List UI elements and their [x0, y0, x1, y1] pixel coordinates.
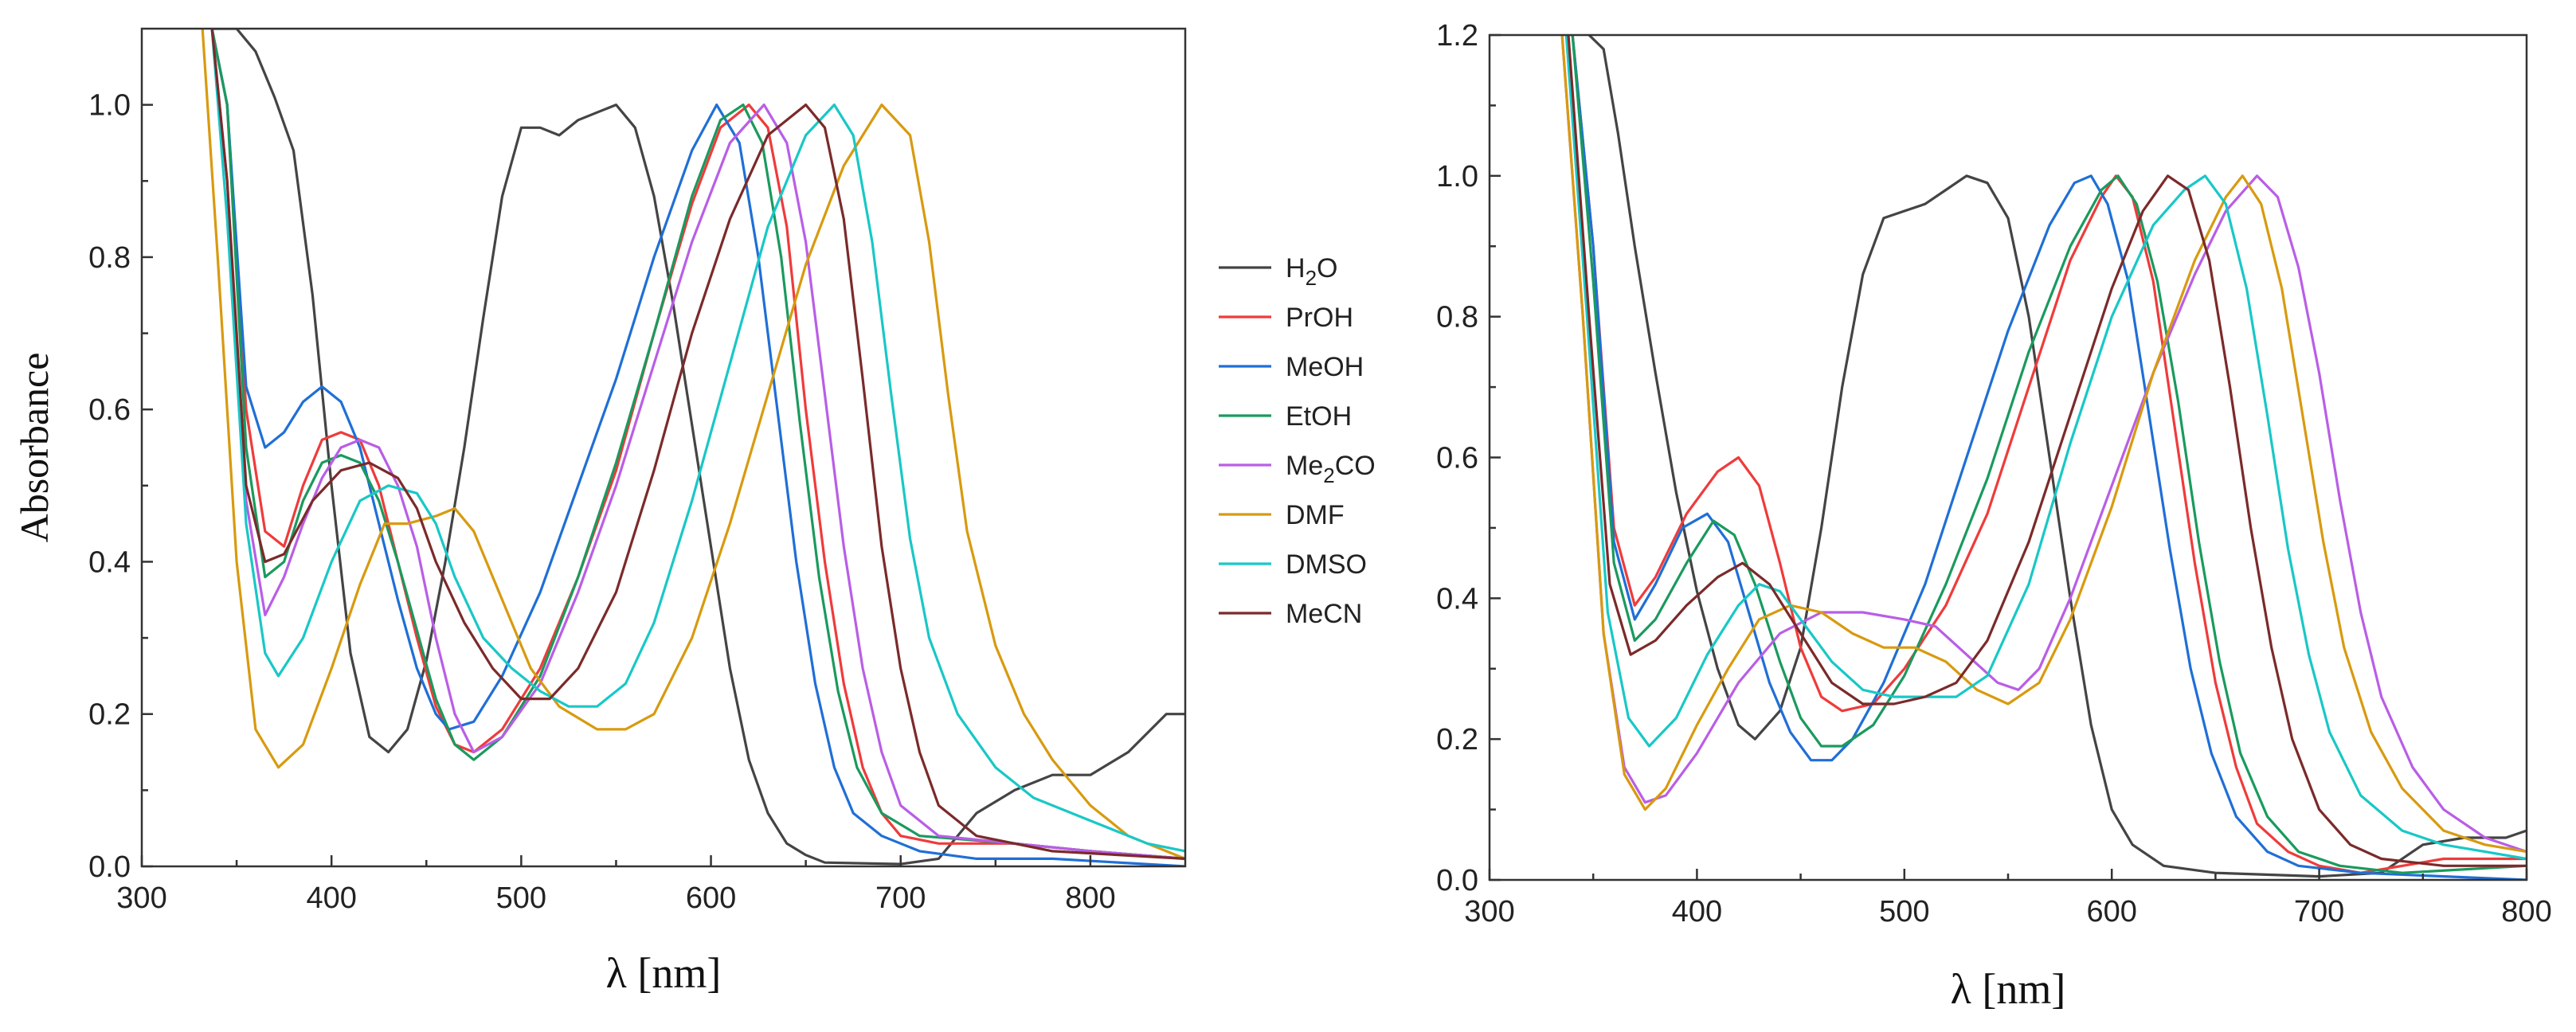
right-series-h2o: [1587, 35, 2527, 878]
right-y-tick-label: 0.2: [1436, 723, 1478, 756]
left-series-group: [201, 29, 1185, 866]
left-series-meoh: [210, 29, 1185, 866]
legend-label: H2O: [1286, 253, 1337, 290]
right-series-dmf: [1560, 35, 2527, 854]
right-series-mecn: [1567, 35, 2527, 867]
left-x-tick-label: 300: [116, 882, 166, 915]
left-y-axis-title: Absorbance: [12, 353, 57, 543]
left-series-mecn: [210, 29, 1185, 860]
left-y-tick-label: 0.8: [88, 241, 131, 275]
legend-label: MeOH: [1286, 352, 1364, 382]
right-y-tick-label: 0.8: [1436, 301, 1478, 334]
left-y-tick-label: 0.0: [88, 850, 131, 884]
left-x-tick-label: 700: [875, 882, 926, 915]
right-x-tick-label: 500: [1879, 895, 1929, 928]
legend: H2O PrOH MeOH EtOH Me2CO DMF DMSO MeCN: [1219, 253, 1376, 629]
right-x-tick-label: 400: [1672, 895, 1722, 928]
left-x-tick-label: 600: [686, 882, 736, 915]
left-y-tick-label: 1.0: [88, 89, 131, 123]
right-y-tick-label: 0.4: [1436, 582, 1478, 616]
left-y-tick-label: 0.4: [88, 545, 131, 579]
left-series-dmso: [210, 29, 1185, 853]
right-x-tick-label: 600: [2086, 895, 2136, 928]
left-x-tick-label: 400: [306, 882, 356, 915]
left-y-tick-label: 0.2: [88, 698, 131, 732]
legend-label: DMF: [1286, 500, 1345, 530]
right-x-tick-label: 800: [2501, 895, 2551, 928]
right-series-etoh: [1571, 35, 2527, 874]
legend-label: DMSO: [1286, 549, 1367, 580]
left-plot-frame: [140, 27, 1187, 868]
legend-label: Me2CO: [1286, 451, 1376, 487]
left-x-tick-label: 500: [496, 882, 546, 915]
right-y-tick-label: 0.6: [1436, 442, 1478, 475]
right-x-tick-label: 700: [2294, 895, 2344, 928]
right-y-tick-label: 1.2: [1436, 19, 1478, 53]
right-y-tick-label: 0.0: [1436, 864, 1478, 897]
left-series-etoh: [210, 29, 1185, 860]
right-series-proh: [1571, 35, 2527, 874]
right-y-tick-label: 1.0: [1436, 160, 1478, 194]
left-y-tick-label: 0.6: [88, 393, 131, 427]
legend-label: EtOH: [1286, 401, 1352, 432]
right-plot-frame: [1488, 33, 2528, 882]
legend-label: MeCN: [1286, 599, 1362, 629]
right-series-me2co: [1560, 35, 2527, 854]
right-series-group: [1560, 35, 2527, 880]
left-x-tick-label: 800: [1065, 882, 1115, 915]
right-x-axis-title: λ [nm]: [1951, 965, 2066, 1013]
right-series-dmso: [1564, 35, 2527, 861]
right-x-tick-label: 300: [1464, 895, 1514, 928]
right-chart-panel: 300 400 500 600 700 800 0.0 0.2 0.4 0.6 0.8 1.0 1.2 λ…: [1436, 19, 2552, 1013]
left-chart-panel: 300 400 500 600 700 800 0.0 0.2 0.4 0.6 0.8 1.0 λ [n…: [12, 27, 1187, 997]
left-series-dmf: [201, 29, 1185, 860]
left-x-axis-title: λ [nm]: [606, 949, 722, 997]
legend-label: PrOH: [1286, 303, 1353, 333]
right-series-meoh: [1571, 35, 2527, 880]
